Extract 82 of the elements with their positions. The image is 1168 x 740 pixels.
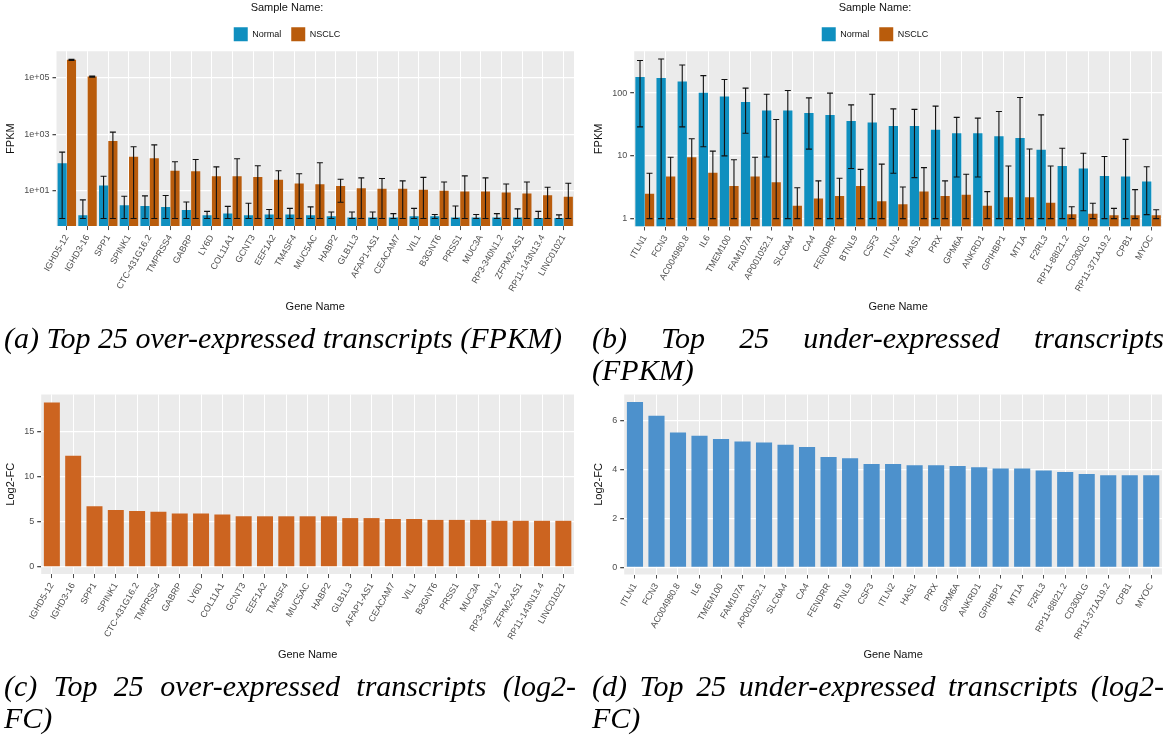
- bar: [86, 506, 103, 567]
- y-axis-title: FPKM: [3, 123, 16, 154]
- bar: [320, 516, 337, 567]
- bar: [342, 518, 359, 567]
- x-axis-title: Gene Name: [285, 300, 345, 313]
- text: (c) Top 25 over-expressed transcripts (log2-FC): [3, 668, 577, 734]
- bar: [448, 519, 465, 567]
- y-tick-label: 0: [612, 561, 618, 572]
- bar: [648, 415, 665, 567]
- legend-label: Normal: [252, 28, 282, 39]
- x-axis-title: Gene Name: [863, 648, 923, 661]
- bar: [734, 441, 751, 567]
- bar: [842, 458, 859, 567]
- bar: [885, 463, 902, 567]
- y-tick-label: 1: [622, 213, 628, 224]
- bar: [43, 402, 60, 567]
- y-axis-title: Log2-FC: [591, 463, 604, 506]
- bar: [1078, 473, 1095, 567]
- bar: [150, 511, 167, 567]
- text: (d) Top 25 under-expressed transcripts (log2-FC): [591, 668, 1165, 734]
- bar: [363, 518, 380, 567]
- y-tick-label: 0: [29, 561, 35, 572]
- bar: [278, 516, 295, 567]
- bar: [712, 439, 730, 567]
- bar: [669, 432, 687, 567]
- legend-title: Sample Name:: [250, 0, 324, 13]
- y-tick-label: 2: [612, 513, 618, 524]
- y-tick-label: 5: [29, 516, 35, 527]
- legend-label: NSCLC: [309, 28, 341, 39]
- y-tick-label: 15: [24, 425, 35, 436]
- bar: [406, 519, 423, 567]
- y-tick-label: 10: [24, 471, 35, 482]
- x-axis-title: Gene Name: [277, 648, 338, 661]
- bar: [777, 444, 794, 567]
- bar: [906, 465, 923, 567]
- y-tick-label: 1e+01: [24, 184, 50, 195]
- bar: [949, 465, 966, 567]
- bar: [691, 435, 708, 567]
- bar: [971, 467, 988, 567]
- y-tick-label: 6: [612, 415, 618, 426]
- bar: [491, 520, 508, 567]
- y-axis-title: FPKM: [591, 123, 604, 155]
- bar: [193, 513, 210, 567]
- bar: [1121, 475, 1138, 567]
- bar: [214, 514, 231, 567]
- bar: [863, 463, 880, 567]
- bar: [384, 519, 401, 567]
- y-tick-label: 1e+05: [24, 72, 50, 83]
- bar: [1035, 470, 1052, 567]
- legend-label: NSCLC: [897, 28, 929, 39]
- y-tick-label: 100: [612, 87, 628, 98]
- bar: [171, 513, 188, 567]
- legend-title: Sample Name:: [838, 0, 912, 13]
- bar: [65, 455, 82, 567]
- bar: [256, 516, 273, 567]
- bar: [820, 457, 837, 567]
- bar: [555, 520, 572, 567]
- y-tick-label: 4: [612, 464, 618, 475]
- text: (a) Top 25 over-expressed transcripts (FPKM): [3, 320, 563, 354]
- bar: [928, 465, 945, 567]
- y-tick-label: 1e+03: [24, 128, 50, 139]
- x-axis-title: Gene Name: [868, 300, 928, 313]
- bar: [512, 520, 529, 567]
- bar: [534, 520, 551, 567]
- y-axis-title: Log2-FC: [3, 462, 16, 506]
- legend-label: Normal: [840, 28, 870, 39]
- bar: [1014, 468, 1031, 567]
- bar: [755, 442, 773, 567]
- bar: [1143, 475, 1160, 567]
- text: (b) Top 25 under-expressed transcripts (FPKM): [591, 320, 1165, 386]
- bar: [299, 516, 316, 567]
- bar: [798, 447, 816, 567]
- bar: [427, 519, 444, 567]
- bar: [107, 509, 124, 567]
- bar: [129, 510, 146, 567]
- bar: [1057, 472, 1074, 567]
- y-tick-label: 10: [617, 150, 628, 161]
- bar: [1100, 475, 1117, 567]
- bar: [470, 519, 487, 567]
- bar: [626, 401, 644, 567]
- bar: [235, 516, 252, 567]
- bar: [992, 468, 1009, 567]
